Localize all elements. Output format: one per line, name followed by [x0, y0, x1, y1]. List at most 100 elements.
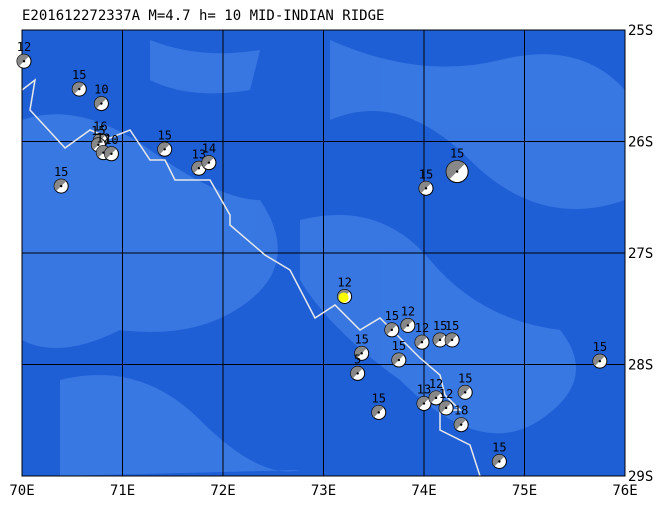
- depth-label: 14: [202, 142, 216, 156]
- depth-label: 15: [433, 319, 447, 333]
- ball-quadrant: [445, 333, 458, 345]
- beachball: [157, 141, 173, 157]
- depth-label: 13: [192, 147, 206, 161]
- beachball: [337, 288, 353, 304]
- ball-quadrant: [439, 401, 452, 413]
- depth-label: 15: [157, 128, 171, 142]
- depth-label: 15: [372, 391, 386, 405]
- y-label: 27S: [628, 246, 653, 262]
- ball-highlight: [338, 292, 349, 303]
- ball-quadrant: [433, 333, 445, 345]
- depth-label: 15: [385, 309, 399, 323]
- depth-label: 10: [104, 133, 118, 147]
- depth-label: 12: [429, 377, 443, 391]
- depth-label: 10: [94, 83, 108, 97]
- ball-dot: [207, 161, 211, 164]
- ball-dot: [598, 359, 602, 363]
- ball-quadrant: [391, 353, 404, 365]
- depth-label: 12: [96, 132, 110, 146]
- beachball: [414, 334, 430, 350]
- beachball: [391, 352, 407, 368]
- beachball: [445, 160, 469, 184]
- beachball: [71, 81, 87, 97]
- ball-quadrant: [492, 454, 505, 467]
- ball-dot: [498, 460, 501, 463]
- beachball: [453, 417, 469, 433]
- beachball: [592, 353, 608, 369]
- depth-label: 12: [415, 321, 429, 335]
- beachball: [491, 454, 507, 470]
- ball-quadrant: [419, 181, 431, 194]
- x-label: 70E: [9, 483, 34, 499]
- ball-dot: [424, 187, 428, 190]
- ball-dot: [110, 152, 113, 155]
- y-label: 29S: [628, 469, 653, 485]
- depth-label: 15: [419, 167, 433, 181]
- ball-quadrant: [191, 161, 204, 174]
- x-label: 73E: [311, 483, 336, 499]
- depth-label: 12: [401, 304, 415, 318]
- depth-label: 18: [454, 404, 468, 418]
- y-label: 26S: [628, 135, 653, 151]
- depth-label: 15: [445, 319, 459, 333]
- ball-quadrant: [202, 155, 214, 168]
- ball-quadrant: [371, 405, 384, 418]
- beachball: [103, 146, 119, 162]
- depth-label: 16: [93, 119, 107, 133]
- ball-quadrant: [429, 391, 441, 403]
- ball-quadrant: [94, 96, 107, 109]
- ball-dot: [59, 184, 63, 188]
- ball-quadrant: [401, 318, 413, 331]
- depth-label: 12: [439, 387, 453, 401]
- ball-dot: [377, 411, 380, 414]
- ball-dot: [397, 358, 401, 362]
- beachball: [444, 332, 460, 348]
- beachball: [438, 400, 454, 416]
- bathymetry: [22, 40, 625, 476]
- ball-quadrant: [91, 137, 104, 150]
- beachball: [416, 396, 432, 412]
- ball-dot: [78, 87, 81, 91]
- ball-quadrant: [446, 160, 465, 180]
- depth-label: 15: [91, 124, 105, 138]
- map-title: E201612272337A M=4.7 h= 10 MID-INDIAN RI…: [22, 8, 384, 24]
- depth-label: 15: [492, 441, 506, 455]
- beachball: [371, 404, 387, 420]
- depth-label: 15: [392, 339, 406, 353]
- ball-dot: [434, 396, 438, 400]
- y-label: 25S: [628, 23, 653, 39]
- x-label: 72E: [210, 483, 235, 499]
- ball-dot: [406, 324, 410, 327]
- ball-dot: [420, 341, 424, 344]
- ball-quadrant: [417, 396, 429, 409]
- grid: [22, 30, 625, 476]
- depth-label: 12: [17, 40, 31, 54]
- beachball: [428, 390, 444, 406]
- ball-dot: [360, 352, 363, 355]
- depth-label: 15: [593, 340, 607, 354]
- depth-label: 15: [54, 165, 68, 179]
- x-label: 74E: [411, 483, 436, 499]
- depth-label: 15: [72, 68, 86, 82]
- x-label: 71E: [110, 483, 135, 499]
- ball-quadrant: [96, 145, 109, 158]
- ball-quadrant: [454, 417, 467, 430]
- ball-quadrant: [104, 146, 117, 159]
- ball-dot: [450, 338, 454, 342]
- beachball: [93, 96, 109, 112]
- beachball: [418, 180, 434, 196]
- depth-label: 13: [417, 383, 431, 397]
- ball-dot: [97, 143, 100, 147]
- ball-dot: [22, 60, 26, 63]
- ball-quadrant: [415, 335, 427, 348]
- ball-dot: [459, 423, 463, 426]
- x-label: 76E: [612, 483, 637, 499]
- ball-dot: [444, 406, 448, 410]
- beachball: [384, 322, 400, 338]
- ball-dot: [464, 391, 467, 394]
- depth-label: 5: [354, 352, 361, 366]
- x-label: 75E: [512, 483, 537, 499]
- depth-label: 15: [450, 147, 464, 161]
